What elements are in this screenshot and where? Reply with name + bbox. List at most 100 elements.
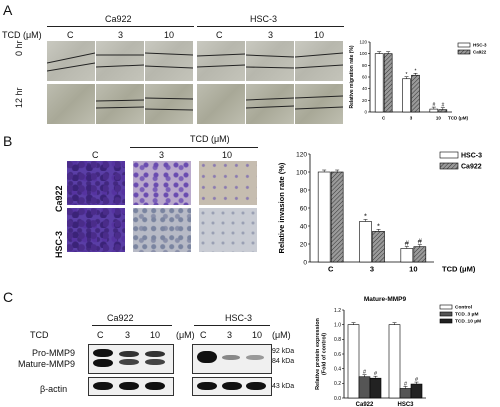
lane-label: 3 [125,330,131,340]
wound-image [96,41,144,81]
legend-swatch [439,162,459,170]
band [246,355,264,360]
lane-label: 10 [252,330,263,340]
dose-label: 3 [118,30,124,40]
wound-image [47,84,95,124]
band [93,349,113,357]
y-tick-label: 120 [359,40,367,45]
bar [330,171,344,263]
significance-mark: # [404,381,408,387]
bar [429,108,439,113]
significance-mark: # [374,371,378,377]
panel-letter-b: B [3,133,13,149]
western-blot-mmp9-hsc3 [192,344,272,374]
band [246,382,266,390]
wound-image [96,84,144,124]
legend-swatch [439,151,459,159]
lane-label: 3 [227,330,233,340]
band-label-pro-mmp9: Pro-MMP9 [32,348,76,358]
legend-label: Control [455,305,472,311]
y-tick-label: 1.0 [334,322,341,328]
legend-swatch [439,318,453,324]
band-label-beta-actin: β-actin [40,384,68,394]
y-tick-label: 20 [362,98,368,103]
y-tick-label: 80 [362,63,368,68]
band [93,359,113,367]
dose-label: C [67,30,74,40]
invasion-image [199,208,257,252]
mmp9-expression-chart: 0.0 0.2 0.4 0.6 0.8 1.0 1.2 Relative protein ex… [315,296,481,407]
unit-label: (μM) [176,330,195,340]
dose-label: 10 [314,30,325,40]
significance-mark: * [377,221,380,230]
significance-mark: # [415,377,419,383]
y-tick-label: 20 [300,241,308,248]
band [119,351,139,357]
dose-label: C [216,30,223,40]
significance-mark: * [415,68,417,74]
y-tick-label: 0.6 [334,352,341,358]
x-tick-label: C [328,265,334,274]
y-tick-label: 40 [300,223,308,230]
significance-mark: # [405,239,410,248]
group-underline-ca922 [92,325,172,326]
y-tick-label: 100 [359,51,367,56]
bar [374,53,384,113]
band [145,359,165,365]
tcd-label-c: TCD [30,330,49,340]
y-tick-label: 60 [300,205,308,212]
bar [413,246,427,263]
bar [383,53,393,113]
significance-mark: * [406,72,408,78]
y-tick-label: 100 [296,169,307,176]
significance-mark: * [364,212,367,221]
invasion-image [199,161,257,205]
x-axis-label: TCD (μM) [442,265,476,274]
legend-swatch [439,311,453,317]
bar [358,376,371,399]
significance-mark: # [363,370,367,376]
x-tick-label: C [382,116,386,121]
y-tick-label: 0.4 [334,366,341,372]
bar [347,324,360,399]
bar [410,383,423,399]
chart-title: Mature-MMP9 [364,296,407,303]
band [145,382,165,390]
significance-mark: # [441,103,444,109]
invasion-image [133,208,191,252]
band [145,351,165,357]
significance-mark: # [418,237,423,246]
y-tick-label: 0.8 [334,337,341,343]
legend-label: HSC-3 [461,153,482,160]
x-tick-label: 3 [370,265,374,274]
kda-label: 43 kDa [272,383,295,390]
group-label-ca922: Ca922 [107,313,134,323]
legend-label: HSC-3 [473,43,487,48]
invasion-image [133,161,191,205]
bar [369,377,382,399]
x-tick-label: Ca922 [356,402,374,407]
y-tick-label: 80 [300,187,308,194]
y-tick-label: 40 [362,86,368,91]
western-blot-actin-hsc3 [192,377,272,396]
invasion-image [67,208,125,252]
wound-image [295,84,343,124]
y-axis-label: Relative invasion rate (%) [277,162,286,253]
x-tick-label: HSC3 [397,402,414,407]
x-tick-label: 3 [410,116,413,121]
legend-swatch [457,42,471,48]
band [222,382,242,390]
dose-label: 3 [268,30,274,40]
lane-label: 10 [150,330,161,340]
legend-swatch [439,304,453,310]
wound-image [246,41,294,81]
y-axis-label: Relative migration rate (%) [349,45,355,108]
y-tick-label: 0.0 [334,396,341,402]
y-tick-label: 0.2 [334,381,341,387]
time-label-0hr: 0 hr [14,40,24,56]
wound-image [197,41,245,81]
bar [402,78,411,113]
dose-label: 10 [164,30,175,40]
y-tick-label: 120 [296,151,307,158]
band [197,382,217,390]
